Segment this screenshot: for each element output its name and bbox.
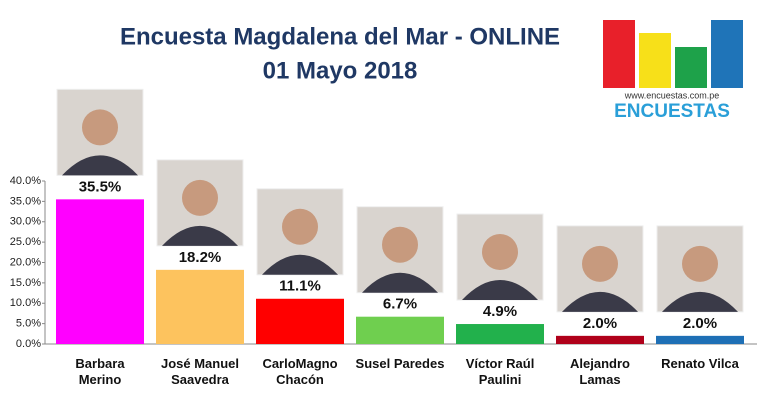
logo-bar <box>603 20 635 88</box>
y-tick-label: 10.0% <box>10 297 41 309</box>
photo-face <box>282 208 318 245</box>
value-label: 35.5% <box>79 178 122 195</box>
x-tick-label: Renato Vilca <box>661 356 739 371</box>
bar <box>556 335 644 344</box>
photo-face <box>482 234 518 271</box>
x-tick-label: Susel Paredes <box>355 356 445 371</box>
logo-bar <box>675 47 707 88</box>
value-label: 4.9% <box>483 303 517 320</box>
x-tick-label: Víctor Raúl Paulini <box>465 356 535 387</box>
photo-body <box>162 225 238 246</box>
photo-face <box>582 245 618 282</box>
logo-bar <box>711 20 743 88</box>
photo-face <box>182 179 218 216</box>
bar <box>56 199 144 344</box>
photo-body <box>562 291 638 312</box>
logo: www.encuestas.com.pe ENCUESTAS <box>603 20 743 122</box>
x-tick-label: Alejandro Lamas <box>570 356 630 387</box>
x-tick-label: CarloMagno Chacón <box>262 356 338 387</box>
photo-body <box>262 254 338 275</box>
value-label: 18.2% <box>179 249 222 266</box>
logo-bar <box>639 33 671 88</box>
chart-title: Encuesta Magdalena del Mar - ONLINE <box>120 23 560 50</box>
y-tick-label: 15.0% <box>10 277 41 289</box>
photo-body <box>362 272 438 293</box>
photo-body <box>662 291 738 312</box>
photo-body <box>62 155 138 176</box>
value-label: 2.0% <box>583 315 617 332</box>
photo-face <box>82 109 118 146</box>
photo-face <box>682 245 718 282</box>
y-tick-label: 30.0% <box>10 216 41 228</box>
y-tick-label: 35.0% <box>10 195 41 207</box>
chart-subtitle: 01 Mayo 2018 <box>263 57 418 84</box>
x-tick-label: Barbara Merino <box>75 356 125 387</box>
y-tick-label: 20.0% <box>10 256 41 268</box>
value-label: 6.7% <box>383 296 417 313</box>
bar <box>356 316 444 344</box>
value-label: 11.1% <box>279 278 321 295</box>
value-label: 2.0% <box>683 315 717 332</box>
y-tick-label: 25.0% <box>10 236 41 248</box>
photo-body <box>462 280 538 301</box>
bar <box>456 324 544 344</box>
bar <box>256 298 344 344</box>
y-tick-label: 0.0% <box>16 338 41 350</box>
bar <box>156 269 244 344</box>
y-tick-label: 5.0% <box>16 318 41 330</box>
bar <box>656 335 744 344</box>
photo-face <box>382 226 418 263</box>
y-tick-label: 40.0% <box>10 175 41 187</box>
logo-name: ENCUESTAS <box>614 101 730 122</box>
logo-url: www.encuestas.com.pe <box>624 90 720 100</box>
x-tick-label: José Manuel Saavedra <box>160 356 240 387</box>
